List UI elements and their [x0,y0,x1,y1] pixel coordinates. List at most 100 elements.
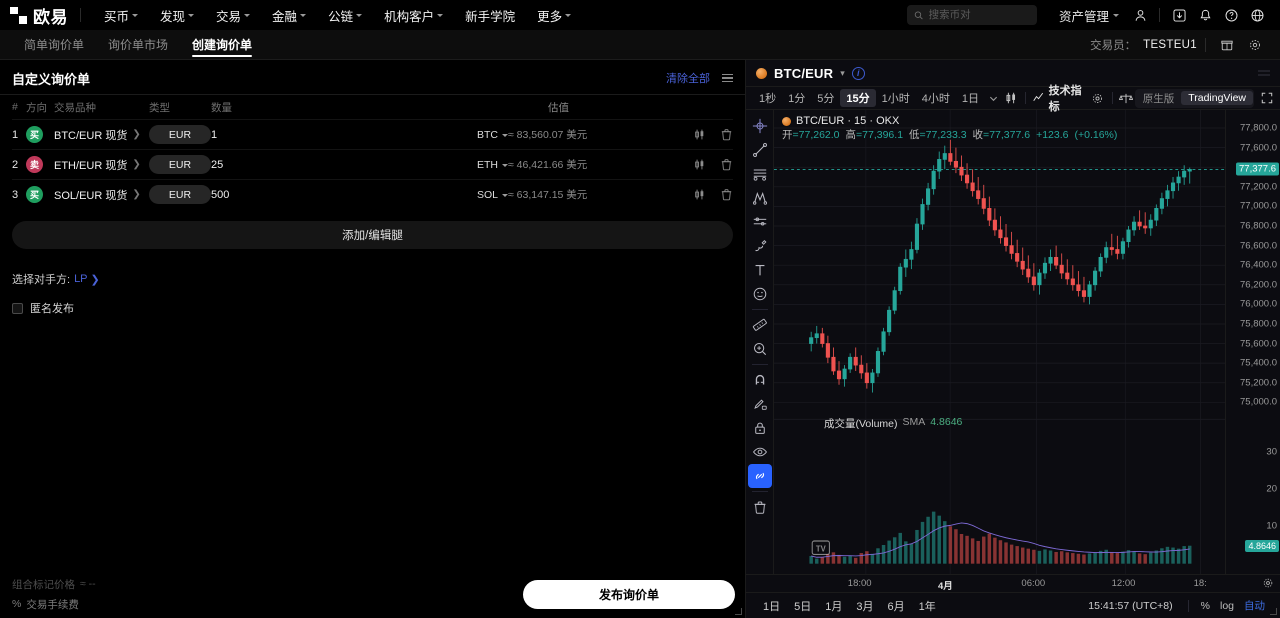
nav-item-finance[interactable]: 金融 [261,6,317,25]
range-6mo[interactable]: 6月 [887,600,905,613]
quantity-input[interactable]: 25 [211,158,224,171]
type-pill[interactable]: EUR [149,155,211,174]
price-axis[interactable]: 77,800.077,600.077,400.077,200.077,000.0… [1225,110,1280,574]
symbol-selector[interactable]: SOL/EUR 现货 ❯ [54,187,149,203]
view-mode-native[interactable]: 原生版 [1142,92,1175,105]
add-edit-leg-button[interactable]: 添加/编辑腿 [12,221,733,249]
timeframe-15m[interactable]: 15分 [840,89,876,107]
direction-badge-buy[interactable]: 买 [26,126,43,143]
settings-button[interactable] [1242,32,1268,58]
time-axis[interactable]: 18:00 4月 06:00 12:00 18: [746,574,1280,592]
time-axis-settings-button[interactable] [1262,577,1274,589]
horizontal-lines-icon[interactable] [748,162,772,186]
tab-simple-rfq[interactable]: 简单询价单 [12,30,96,60]
counterparty-selector[interactable]: LP ❯ [74,273,100,286]
tab-rfq-market[interactable]: 询价单市场 [96,30,180,60]
timeframe-1m[interactable]: 1分 [788,93,806,105]
ruler-icon[interactable] [748,313,772,337]
chart-plot-area[interactable]: BTC/EUR · 15 · OKX 开=77,262.0 高=77,396.1… [774,110,1225,574]
asset-management-menu[interactable]: 资产管理 [1051,6,1127,25]
compare-button[interactable] [1117,89,1134,107]
range-3mo[interactable]: 3月 [856,600,874,613]
nav-item-discover[interactable]: 发现 [149,6,205,25]
nav-item-trade[interactable]: 交易 [205,6,261,25]
type-pill[interactable]: EUR [149,185,211,204]
delete-row-button[interactable] [720,188,733,201]
nav-item-buy-crypto[interactable]: 买币 [93,6,149,25]
emoji-icon[interactable] [748,282,772,306]
publish-rfq-button[interactable]: 发布询价单 [523,579,735,609]
user-account-button[interactable] [1127,2,1153,28]
range-1d[interactable]: 1日 [763,600,781,613]
pencil-lock-icon[interactable] [748,392,772,416]
panel-drag-handle[interactable] [1258,69,1270,77]
timeframe-more-button[interactable] [985,89,1002,107]
range-5d[interactable]: 5日 [794,600,812,613]
anonymous-publish-row[interactable]: 匿名发布 [12,300,745,316]
view-mode-tradingview[interactable]: TradingView [1181,91,1253,105]
timeframe-1h[interactable]: 1小时 [881,93,910,105]
quantity-input[interactable]: 1 [211,128,218,141]
direction-badge-sell[interactable]: 卖 [26,156,43,173]
currency-selector[interactable]: BTC [462,129,508,141]
search-input[interactable] [928,9,1030,21]
trend-line-icon[interactable] [748,138,772,162]
pitchfork-icon[interactable] [748,210,772,234]
notifications-button[interactable] [1192,2,1218,28]
nav-item-more[interactable]: 更多 [526,6,582,25]
brush-icon[interactable] [748,234,772,258]
lock-icon[interactable] [748,416,772,440]
candlestick-icon-button[interactable] [693,128,706,141]
symbol-selector[interactable]: BTC/EUR 现货 ❯ [54,127,149,143]
clear-all-button[interactable]: 清除全部 [666,73,710,85]
chart-type-button[interactable] [1002,89,1019,107]
search-box[interactable] [906,5,1037,25]
currency-selector[interactable]: SOL [462,189,508,201]
link-icon[interactable] [747,464,772,488]
timeframe-5m[interactable]: 5分 [817,93,835,105]
brand-logo[interactable]: 欧易 [10,3,68,28]
nav-item-chain[interactable]: 公链 [317,6,373,25]
trash-icon[interactable] [748,495,772,519]
scale-log-button[interactable]: log [1219,599,1234,612]
delete-row-button[interactable] [720,128,733,141]
fullscreen-button[interactable] [1261,92,1273,104]
currency-selector[interactable]: ETH [462,159,508,171]
timeframe-1d[interactable]: 1日 [961,93,979,105]
resize-handle[interactable] [735,608,742,615]
magnet-icon[interactable] [748,368,772,392]
candlestick-icon-button[interactable] [693,158,706,171]
text-icon[interactable] [748,258,772,282]
info-icon[interactable]: i [851,66,865,80]
indicators-button[interactable]: 技术指标 [1030,82,1089,114]
delete-row-button[interactable] [720,158,733,171]
chart-settings-button[interactable] [1089,89,1106,107]
resize-handle[interactable] [1270,608,1277,615]
zoom-in-icon[interactable] [748,337,772,361]
nav-item-institutional[interactable]: 机构客户 [373,6,454,25]
scale-auto-button[interactable]: 自动 [1244,600,1265,612]
type-pill[interactable]: EUR [149,125,211,144]
quantity-input[interactable]: 500 [211,188,230,201]
download-app-button[interactable] [1166,2,1192,28]
box-icon-button[interactable] [1214,32,1240,58]
pattern-icon[interactable] [748,186,772,210]
range-1y[interactable]: 1年 [918,600,936,613]
range-1mo[interactable]: 1月 [825,600,843,613]
crosshair-icon[interactable] [748,114,772,138]
scale-percent-button[interactable]: % [1200,599,1210,612]
nav-item-academy[interactable]: 新手学院 [454,6,526,25]
direction-badge-buy[interactable]: 买 [26,186,43,203]
timeframe-4h[interactable]: 4小时 [921,93,950,105]
anonymous-checkbox[interactable] [12,302,23,314]
symbol-selector[interactable]: ETH/EUR 现货 ❯ [54,157,149,173]
timeframe-1s[interactable]: 1秒 [759,93,777,105]
nav-label: 新手学院 [465,9,516,24]
language-button[interactable] [1244,2,1270,28]
tab-create-rfq[interactable]: 创建询价单 [180,30,264,60]
menu-icon[interactable] [722,73,733,83]
eye-icon[interactable] [748,440,772,464]
candlestick-icon-button[interactable] [693,188,706,201]
help-button[interactable] [1218,2,1244,28]
chevron-down-icon[interactable]: ▾ [840,67,845,78]
